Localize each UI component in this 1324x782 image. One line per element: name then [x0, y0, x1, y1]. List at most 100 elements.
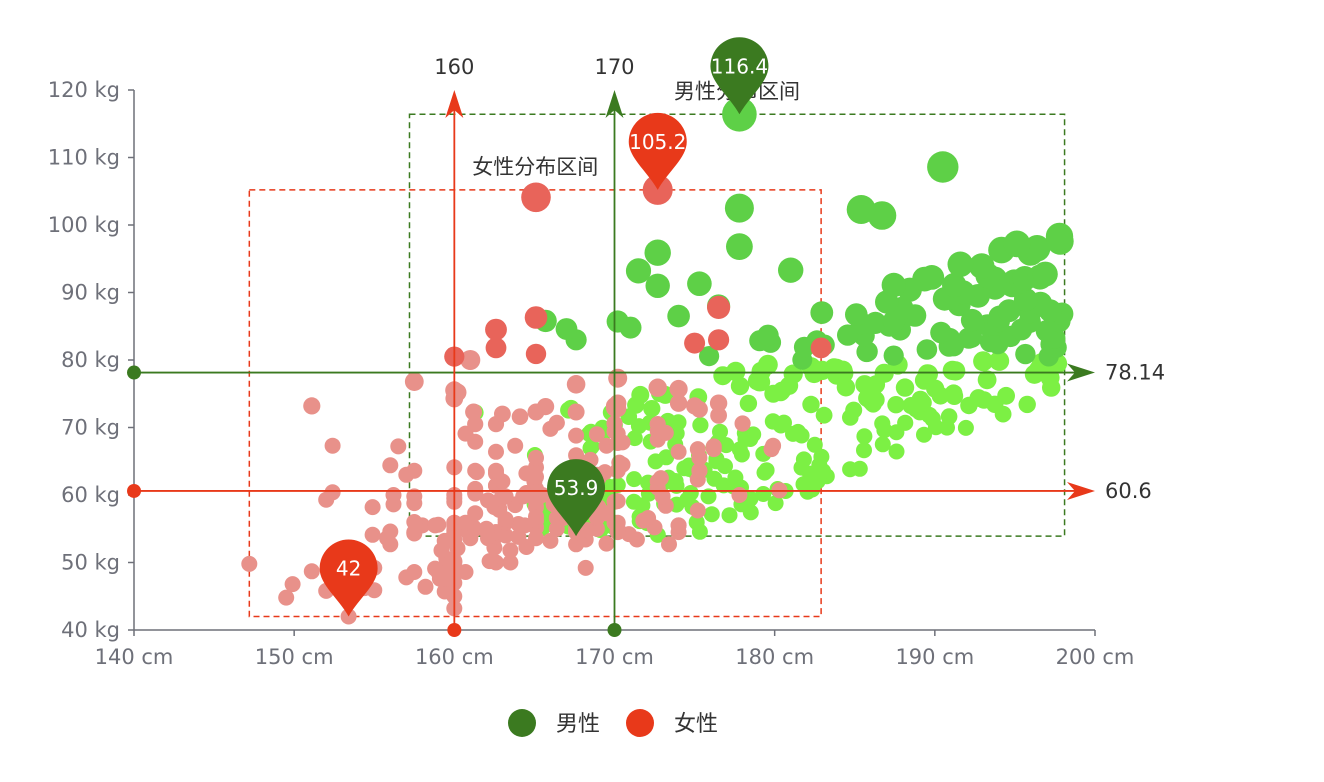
female-data-point[interactable]	[382, 523, 399, 540]
male-data-point[interactable]	[795, 451, 812, 468]
male-data-point[interactable]	[806, 436, 823, 453]
female-data-point[interactable]	[510, 516, 527, 532]
female-data-point[interactable]	[467, 505, 484, 522]
male-data-point[interactable]	[625, 493, 642, 510]
male-data-point[interactable]	[969, 389, 988, 407]
male-data-point[interactable]	[883, 345, 904, 366]
male-data-point[interactable]	[643, 400, 661, 418]
female-data-point[interactable]	[488, 443, 504, 460]
female-data-point[interactable]	[430, 516, 447, 533]
female-data-point[interactable]	[382, 457, 399, 474]
female-data-point[interactable]	[340, 608, 357, 625]
female-data-point[interactable]	[480, 492, 496, 509]
female-data-point[interactable]	[481, 553, 498, 570]
female-data-point[interactable]	[511, 408, 529, 426]
series-male[interactable]	[466, 97, 1074, 543]
female-data-point[interactable]	[324, 437, 341, 454]
female-data-point[interactable]	[507, 437, 524, 454]
female-data-point[interactable]	[548, 414, 565, 431]
male-data-point[interactable]	[687, 271, 712, 297]
female-data-point[interactable]	[497, 488, 514, 505]
female-data-point[interactable]	[404, 372, 424, 391]
male-data-point[interactable]	[727, 469, 744, 486]
female-data-point[interactable]	[278, 589, 295, 606]
male-data-point[interactable]	[824, 358, 844, 378]
male-data-point[interactable]	[699, 346, 720, 367]
male-data-point[interactable]	[758, 354, 778, 375]
male-data-point[interactable]	[874, 436, 891, 453]
female-data-point[interactable]	[528, 449, 544, 466]
male-data-point[interactable]	[968, 253, 995, 279]
female-data-point[interactable]	[417, 578, 434, 595]
male-data-point[interactable]	[813, 448, 830, 465]
female-data-point[interactable]	[670, 517, 687, 534]
male-data-point[interactable]	[977, 370, 997, 390]
male-data-point[interactable]	[726, 361, 746, 382]
female-data-point[interactable]	[707, 295, 731, 319]
female-data-point[interactable]	[524, 306, 548, 329]
female-mark-point-105.2[interactable]: 105.2	[628, 112, 687, 190]
female-data-point[interactable]	[542, 532, 559, 549]
male-data-point[interactable]	[722, 97, 757, 132]
male-data-point[interactable]	[960, 326, 983, 348]
male-data-point[interactable]	[626, 471, 643, 488]
female-data-point[interactable]	[691, 462, 708, 479]
male-data-point[interactable]	[726, 233, 753, 260]
male-data-point[interactable]	[897, 414, 914, 431]
male-data-point[interactable]	[645, 273, 670, 298]
male-data-point[interactable]	[997, 386, 1015, 405]
male-data-point[interactable]	[960, 308, 984, 332]
female-data-point[interactable]	[689, 502, 706, 519]
female-data-point[interactable]	[566, 375, 586, 394]
male-data-point[interactable]	[682, 485, 699, 501]
male-data-point[interactable]	[851, 460, 868, 477]
female-data-point[interactable]	[502, 542, 519, 559]
female-data-point[interactable]	[406, 462, 423, 479]
female-data-point[interactable]	[684, 332, 706, 354]
female-data-point[interactable]	[467, 462, 484, 479]
female-mark-point-42[interactable]: 42	[319, 539, 378, 617]
male-data-point[interactable]	[692, 417, 709, 434]
legend-item-female[interactable]: 女性	[626, 709, 718, 737]
male-mark-point-116.4[interactable]: 116.4	[710, 37, 769, 115]
female-data-point[interactable]	[568, 447, 585, 464]
male-data-point[interactable]	[583, 438, 600, 455]
male-data-point[interactable]	[973, 351, 994, 372]
male-data-point[interactable]	[778, 257, 804, 283]
female-data-point[interactable]	[588, 426, 605, 443]
female-data-point[interactable]	[598, 535, 615, 552]
male-data-point[interactable]	[1045, 222, 1074, 251]
female-data-point[interactable]	[810, 337, 832, 359]
male-data-point[interactable]	[1023, 235, 1051, 262]
male-data-point[interactable]	[856, 442, 872, 459]
female-data-point[interactable]	[652, 470, 669, 487]
female-data-point[interactable]	[705, 438, 722, 455]
male-data-point[interactable]	[644, 239, 671, 266]
male-data-point[interactable]	[919, 265, 945, 290]
male-data-point[interactable]	[930, 321, 952, 344]
male-data-point[interactable]	[989, 350, 1010, 371]
female-data-point[interactable]	[689, 441, 706, 458]
male-data-point[interactable]	[997, 299, 1021, 323]
male-data-point[interactable]	[658, 449, 675, 466]
male-data-point[interactable]	[757, 324, 779, 346]
male-data-point[interactable]	[944, 384, 963, 403]
female-data-point[interactable]	[609, 394, 627, 412]
female-data-point[interactable]	[406, 564, 423, 580]
legend[interactable]: 男性 女性	[508, 709, 718, 737]
male-data-point[interactable]	[703, 506, 720, 523]
male-data-point[interactable]	[712, 423, 728, 440]
female-data-point[interactable]	[577, 559, 594, 576]
male-data-point[interactable]	[917, 364, 938, 384]
male-data-point[interactable]	[942, 272, 967, 298]
female-data-point[interactable]	[406, 514, 423, 530]
female-data-point[interactable]	[390, 438, 407, 455]
male-data-point[interactable]	[755, 486, 772, 502]
male-data-point[interactable]	[887, 396, 905, 414]
female-data-point[interactable]	[467, 480, 484, 497]
female-data-point[interactable]	[364, 499, 381, 516]
male-data-point[interactable]	[802, 395, 820, 414]
male-data-point[interactable]	[606, 310, 629, 333]
male-data-point[interactable]	[815, 406, 833, 424]
female-data-point[interactable]	[708, 329, 730, 351]
